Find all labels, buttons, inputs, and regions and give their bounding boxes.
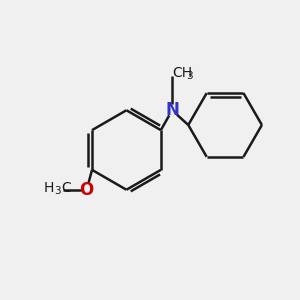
Text: N: N (165, 101, 179, 119)
Text: C: C (61, 181, 70, 195)
Text: 3: 3 (55, 186, 61, 196)
Text: CH: CH (173, 66, 193, 80)
Text: 3: 3 (186, 70, 193, 80)
Text: O: O (80, 181, 94, 199)
Text: H: H (43, 181, 54, 195)
